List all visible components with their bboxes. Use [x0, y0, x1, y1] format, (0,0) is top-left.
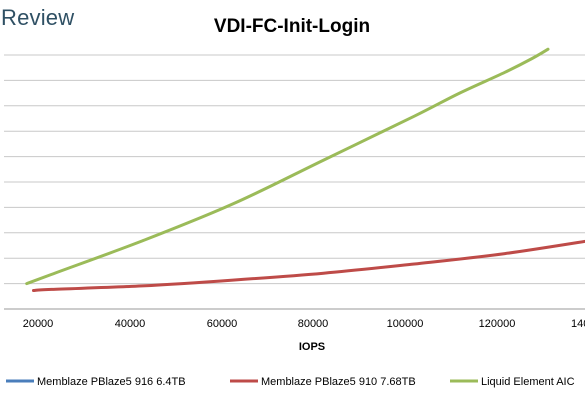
gridlines: [4, 54, 585, 310]
x-axis-label: IOPS: [299, 341, 325, 353]
legend-label: Memblaze PBlaze5 916 6.4TB: [37, 376, 186, 388]
legend-label: Memblaze PBlaze5 910 7.68TB: [261, 376, 416, 388]
brand-logo-text: Review: [1, 5, 75, 30]
x-tick-label: 100000: [387, 318, 424, 330]
series-lines: [25, 47, 585, 292]
legend-label: Liquid Element AIC: [481, 376, 575, 388]
x-tick-label: 60000: [207, 318, 238, 330]
x-tick-label: 120000: [479, 318, 516, 330]
x-tick-labels: 20000 40000 60000 80000 100000 120000 140: [23, 318, 585, 330]
x-tick-label: 40000: [115, 318, 146, 330]
series-line-1: [32, 239, 585, 292]
x-tick-label: 140: [571, 318, 585, 330]
x-tick-label: 20000: [23, 318, 54, 330]
legend-item: Memblaze PBlaze5 916 6.4TB: [6, 376, 186, 388]
legend: Memblaze PBlaze5 916 6.4TB Memblaze PBlaz…: [6, 376, 575, 388]
chart-title: VDI-FC-Init-Login: [214, 16, 370, 37]
legend-item: Memblaze PBlaze5 910 7.68TB: [230, 376, 416, 388]
legend-item: Liquid Element AIC: [450, 376, 575, 388]
series-line-2: [25, 47, 550, 286]
x-tick-label: 80000: [298, 318, 329, 330]
